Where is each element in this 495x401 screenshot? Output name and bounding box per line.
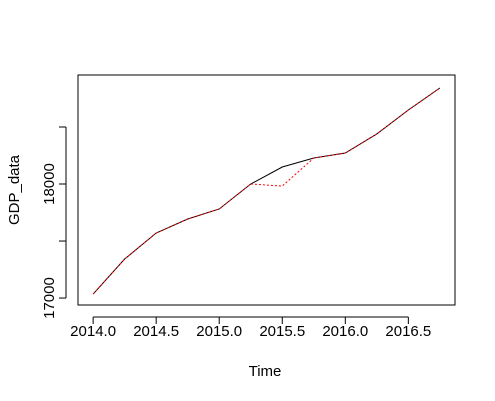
x-tick-label: 2014.5 xyxy=(133,323,179,340)
series-line xyxy=(92,87,441,295)
x-tick-label: 2014.0 xyxy=(70,323,116,340)
plot-frame xyxy=(77,74,456,306)
y-tick-label: 17000 xyxy=(41,277,58,319)
x-tick-label: 2016.5 xyxy=(385,323,431,340)
x-axis-label: Time xyxy=(249,363,282,380)
x-tick-label: 2015.0 xyxy=(196,323,242,340)
series-line xyxy=(92,87,441,295)
y-tick-label: 18000 xyxy=(41,163,58,205)
x-tick-label: 2016.0 xyxy=(322,323,368,340)
y-axis-label: GDP_data xyxy=(6,154,23,225)
x-tick-label: 2015.5 xyxy=(259,323,305,340)
